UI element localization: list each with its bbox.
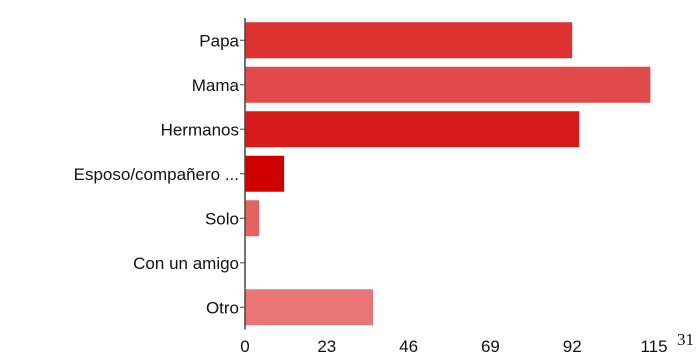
bar (245, 66, 651, 103)
bar (245, 22, 573, 59)
extra-label: 31 (677, 330, 694, 349)
category-label: Solo (205, 209, 239, 228)
bar (245, 111, 580, 148)
x-tick-label: 92 (563, 337, 582, 354)
x-tick-label: 0 (240, 337, 249, 354)
category-label: Mama (192, 76, 240, 95)
x-tick-label: 23 (317, 337, 336, 354)
x-tick-label: 69 (481, 337, 500, 354)
category-labels: Papa Mama Hermanos Esposo/compañero ... Solo… (74, 31, 245, 317)
bar (245, 155, 285, 192)
category-label: Papa (199, 31, 239, 50)
x-tick-label: 115 (640, 337, 667, 354)
bar (245, 289, 374, 326)
bars-group (245, 22, 651, 326)
bar (245, 200, 260, 237)
category-label: Hermanos (161, 120, 239, 139)
category-label: Otro (206, 298, 239, 317)
category-label: Esposo/compañero ... (74, 165, 239, 184)
x-tick-label: 46 (399, 337, 418, 354)
x-tick-labels: 0 23 46 69 92 115 (240, 337, 667, 354)
category-label: Con un amigo (133, 254, 239, 273)
